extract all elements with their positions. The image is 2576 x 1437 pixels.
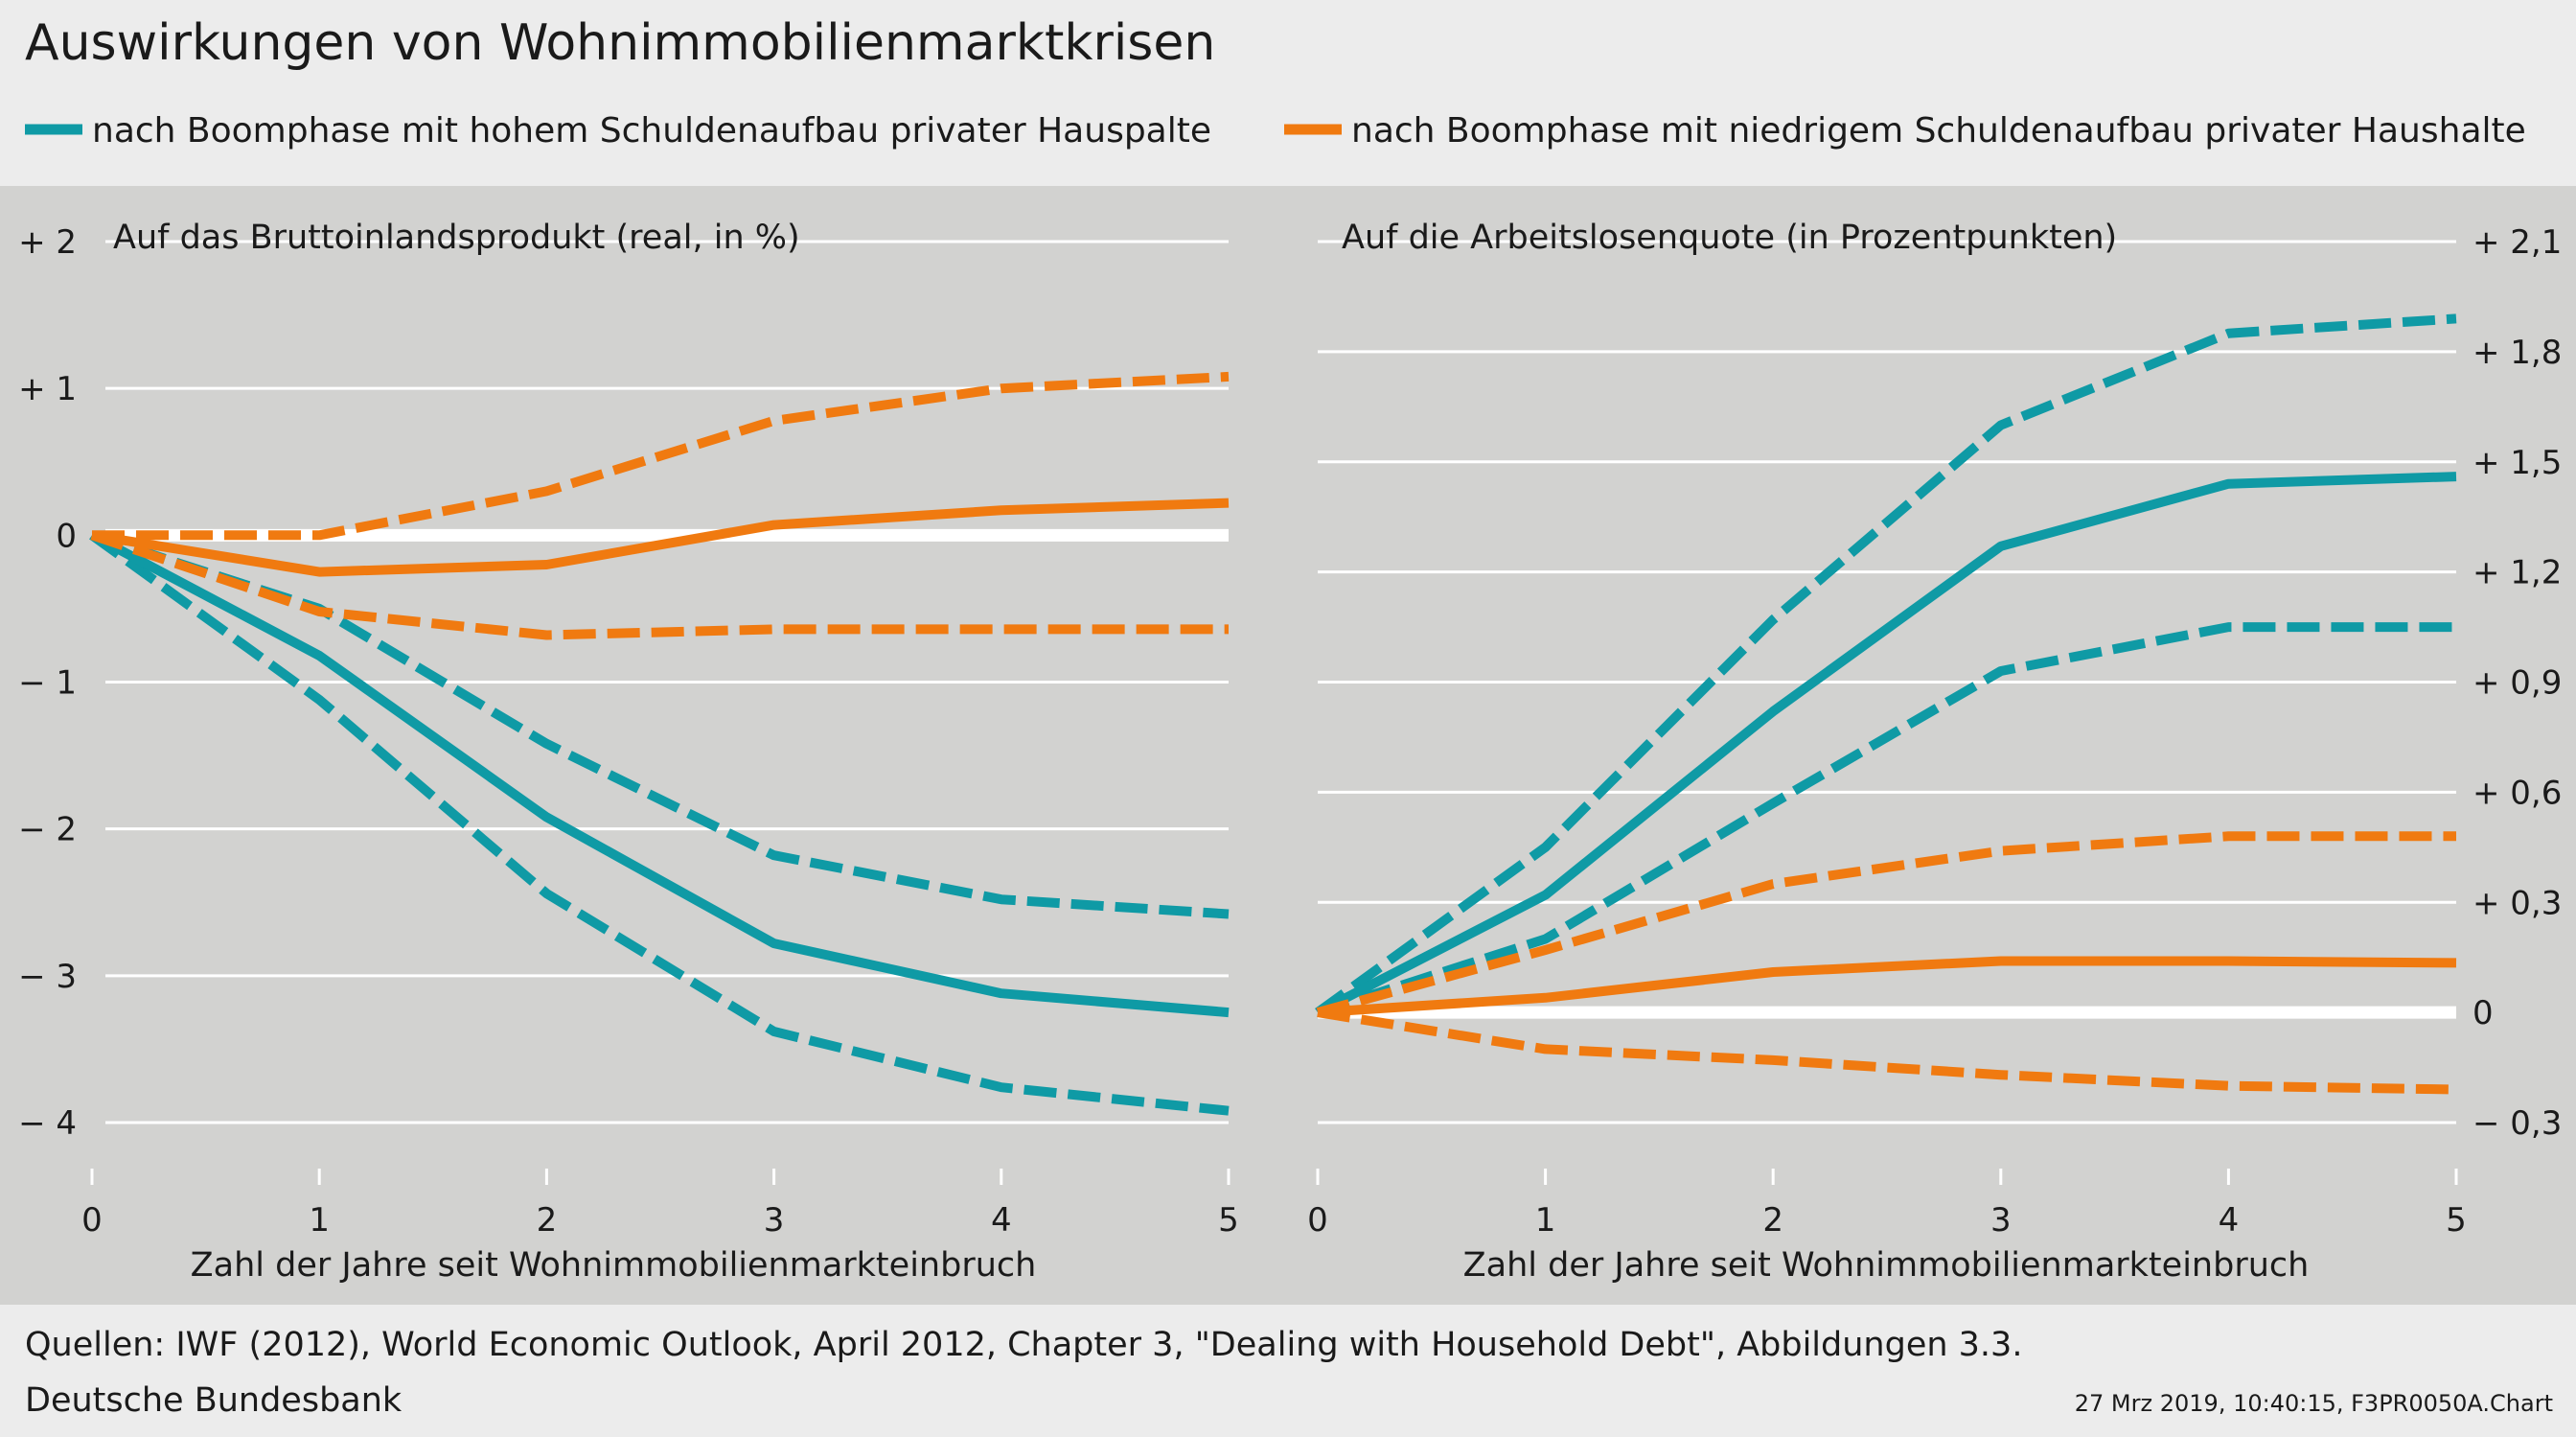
- unemployment-series-high-dashed-line: [1315, 313, 2457, 1017]
- unemployment-x-tick-label: 1: [1535, 1201, 1556, 1240]
- unemployment-series-low-solid-line: [1317, 956, 2457, 1018]
- gdp-y-tick-label: − 1: [18, 664, 77, 703]
- unemployment-series-low-dashed-line: [1317, 1008, 2457, 1095]
- gdp-y-tick-label: + 2: [18, 223, 77, 262]
- gdp-series-low-dashed-line: [90, 530, 1229, 640]
- unemployment-panel-title: Auf die Arbeitslosenquote (in Prozentpun…: [1342, 219, 2117, 257]
- unemployment-x-axis: 0 1 2 3 4 5: [1307, 1169, 2467, 1240]
- gdp-series-low-solid-line: [91, 498, 1230, 577]
- unemployment-y-tick-label: 0: [2472, 994, 2494, 1032]
- gdp-panel: + 2 + 1 0 − 1 − 2 − 3 − 4 0 1 2 3 4 5 Auf das Brutt…: [18, 219, 1239, 1285]
- unemployment-series-low-dashed-line: [1316, 831, 2456, 1017]
- gdp-x-axis: 0 1 2 3 4 5: [81, 1169, 1239, 1240]
- gdp-y-tick-label: + 1: [18, 370, 77, 408]
- publisher-name: Deutsche Bundesbank: [25, 1381, 402, 1420]
- legend-label-high: nach Boomphase mit hohem Schuldenaufbau …: [92, 111, 1211, 151]
- unemployment-x-tick-label: 5: [2446, 1201, 2467, 1240]
- gdp-y-tick-label: − 2: [18, 811, 77, 849]
- gdp-y-tick-label: 0: [56, 517, 77, 555]
- unemployment-y-tick-label: + 2,1: [2472, 223, 2562, 262]
- unemployment-panel: + 2,1 + 1,8 + 1,5 + 1,2 + 0,9 + 0,6 + 0,3 0 − 0,…: [1307, 219, 2562, 1285]
- gdp-series-high-solid-line: [89, 530, 1230, 1018]
- unemployment-x-tick-label: 3: [1990, 1201, 2012, 1240]
- chart-title: Auswirkungen von Wohnimmobilienmarktkris…: [25, 14, 1215, 72]
- legend-label-low: nach Boomphase mit niedrigem Schuldenauf…: [1351, 111, 2526, 151]
- legend: nach Boomphase mit hohem Schuldenaufbau …: [25, 111, 2526, 151]
- unemployment-y-tick-label: + 0,9: [2472, 664, 2562, 703]
- unemployment-x-axis-label: Zahl der Jahre seit Wohnimmobilienmarkte…: [1463, 1246, 2310, 1285]
- unemployment-x-tick-label: 4: [2219, 1201, 2240, 1240]
- unemployment-x-tick-label: 2: [1762, 1201, 1783, 1240]
- unemployment-y-tick-label: + 0,3: [2472, 884, 2562, 922]
- unemployment-y-tick-label: + 1,5: [2472, 444, 2562, 482]
- timestamp-stamp: 27 Mrz 2019, 10:40:15, F3PR0050A.Chart: [2075, 1390, 2553, 1417]
- source-note: Quellen: IWF (2012), World Economic Outl…: [25, 1326, 2022, 1364]
- plot-panel: [0, 186, 2576, 1305]
- unemployment-gridlines: [1318, 240, 2456, 1124]
- unemployment-series: [1315, 313, 2457, 1095]
- unemployment-series-high-dashed-line: [1316, 622, 2456, 1017]
- gdp-x-tick-label: 5: [1218, 1201, 1239, 1240]
- gdp-series: [89, 371, 1230, 1116]
- gdp-x-tick-label: 0: [81, 1201, 103, 1240]
- gdp-series-high-dashed-line: [89, 531, 1230, 1116]
- gdp-y-tick-label: − 4: [18, 1104, 77, 1143]
- gdp-x-tick-label: 1: [309, 1201, 330, 1240]
- unemployment-y-tick-label: − 0,3: [2472, 1104, 2562, 1143]
- unemployment-x-tick-label: 0: [1307, 1201, 1328, 1240]
- gdp-y-tick-labels: + 2 + 1 0 − 1 − 2 − 3 − 4: [18, 223, 77, 1143]
- unemployment-y-tick-label: + 1,2: [2472, 554, 2562, 592]
- gdp-x-tick-label: 3: [764, 1201, 785, 1240]
- unemployment-y-tick-labels: + 2,1 + 1,8 + 1,5 + 1,2 + 0,9 + 0,6 + 0,3 0 − 0,…: [2472, 223, 2562, 1143]
- gdp-series-low-dashed-line: [92, 371, 1230, 541]
- gdp-panel-title: Auf das Bruttoinlandsprodukt (real, in %…: [113, 219, 800, 257]
- unemployment-y-tick-label: + 0,6: [2472, 774, 2562, 812]
- gdp-x-tick-label: 4: [991, 1201, 1012, 1240]
- gdp-x-axis-label: Zahl der Jahre seit Wohnimmobilienmarkte…: [191, 1246, 1037, 1285]
- gdp-x-tick-label: 2: [537, 1201, 558, 1240]
- gdp-y-tick-label: − 3: [18, 958, 77, 996]
- unemployment-series-high-solid-line: [1315, 472, 2457, 1017]
- unemployment-y-tick-label: + 1,8: [2472, 334, 2562, 372]
